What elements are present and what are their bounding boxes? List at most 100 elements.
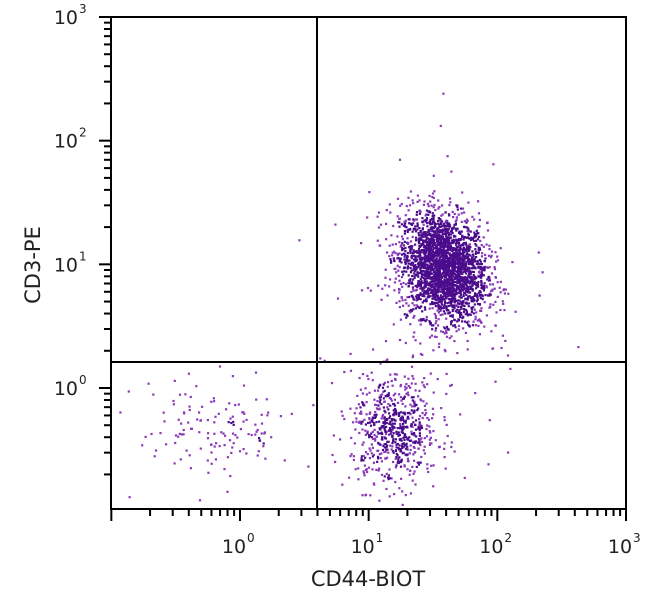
event-dot bbox=[463, 291, 466, 294]
event-dot bbox=[429, 211, 432, 214]
event-dot bbox=[439, 300, 442, 303]
event-dot bbox=[443, 303, 446, 307]
event-dot bbox=[373, 416, 377, 419]
event-dot bbox=[421, 310, 424, 313]
event-dot bbox=[355, 420, 358, 423]
event-dot bbox=[475, 235, 478, 238]
event-dot bbox=[401, 242, 404, 245]
event-dot bbox=[456, 208, 459, 211]
event-dot bbox=[440, 220, 444, 223]
event-dot bbox=[413, 459, 416, 462]
event-dot bbox=[434, 317, 437, 320]
event-dot bbox=[394, 466, 397, 469]
event-dot bbox=[425, 402, 428, 405]
event-dot bbox=[381, 448, 385, 452]
event-dot bbox=[425, 237, 429, 240]
event-dot bbox=[232, 420, 235, 424]
event-dot bbox=[424, 285, 427, 288]
event-dot bbox=[406, 453, 409, 456]
event-dot bbox=[473, 236, 476, 239]
event-dot bbox=[431, 407, 434, 410]
event-dot bbox=[457, 231, 461, 234]
event-dot bbox=[415, 295, 418, 298]
event-dot bbox=[432, 276, 435, 279]
event-dot bbox=[172, 403, 175, 406]
event-dot bbox=[477, 248, 480, 251]
event-dot bbox=[410, 247, 413, 250]
event-dot bbox=[447, 279, 450, 282]
event-dot bbox=[430, 204, 433, 207]
event-dot bbox=[411, 416, 414, 419]
event-dot bbox=[419, 277, 422, 281]
event-dot bbox=[377, 404, 380, 407]
event-dot bbox=[502, 302, 505, 305]
event-dot bbox=[472, 300, 475, 303]
event-dot bbox=[473, 233, 476, 236]
event-dot bbox=[460, 267, 463, 270]
event-dot bbox=[368, 412, 371, 415]
event-dot bbox=[511, 261, 514, 264]
event-dot bbox=[362, 459, 365, 462]
event-dot bbox=[341, 414, 344, 417]
event-dot bbox=[452, 226, 455, 229]
event-dot bbox=[437, 270, 440, 273]
event-dot bbox=[393, 289, 396, 292]
event-dot bbox=[458, 302, 461, 306]
event-dot bbox=[413, 228, 416, 231]
event-dot bbox=[458, 278, 461, 281]
event-dot bbox=[467, 270, 470, 273]
event-dot bbox=[213, 400, 216, 403]
event-dot bbox=[473, 294, 476, 297]
event-dot bbox=[485, 266, 488, 269]
event-dot bbox=[462, 250, 465, 253]
event-dot bbox=[469, 287, 472, 291]
event-dot bbox=[450, 335, 453, 338]
event-dot bbox=[435, 249, 438, 252]
event-dot bbox=[405, 226, 408, 229]
event-dot bbox=[366, 432, 369, 435]
event-dot bbox=[453, 450, 456, 453]
event-dot bbox=[479, 309, 482, 312]
event-dot bbox=[453, 256, 456, 259]
event-dot bbox=[405, 302, 408, 305]
event-dot bbox=[360, 459, 363, 462]
event-dot bbox=[467, 227, 470, 230]
event-dot bbox=[473, 308, 476, 311]
event-dot bbox=[401, 299, 404, 302]
event-dot bbox=[430, 265, 433, 268]
y-tick-label: 10 bbox=[54, 254, 78, 276]
event-dot bbox=[406, 415, 409, 418]
event-dot bbox=[442, 272, 445, 275]
event-dot bbox=[368, 191, 371, 194]
event-dot bbox=[386, 251, 389, 254]
event-dot bbox=[406, 445, 409, 448]
event-dot bbox=[401, 235, 404, 238]
event-dot bbox=[154, 449, 158, 452]
event-dot bbox=[258, 437, 261, 440]
event-dot bbox=[436, 230, 439, 233]
event-dot bbox=[371, 446, 374, 449]
event-dot bbox=[437, 324, 440, 327]
event-dot bbox=[494, 324, 497, 327]
event-dot bbox=[423, 251, 427, 254]
event-dot bbox=[400, 460, 403, 463]
event-dot bbox=[363, 464, 366, 467]
event-dot bbox=[265, 398, 268, 401]
event-dot bbox=[468, 325, 471, 328]
event-dot bbox=[451, 308, 454, 311]
event-dot bbox=[452, 270, 455, 273]
event-dot bbox=[403, 411, 406, 414]
event-dot bbox=[392, 451, 395, 454]
event-dot bbox=[364, 429, 367, 432]
event-dot bbox=[372, 482, 375, 485]
event-dot bbox=[332, 434, 335, 437]
event-dot bbox=[447, 271, 450, 274]
event-dot bbox=[469, 291, 472, 294]
event-dot bbox=[409, 386, 412, 389]
event-dot bbox=[409, 266, 412, 270]
event-dot bbox=[462, 257, 465, 260]
event-dot bbox=[476, 295, 479, 298]
event-dot bbox=[422, 220, 425, 223]
event-dot bbox=[468, 259, 471, 262]
event-dot bbox=[393, 250, 396, 253]
